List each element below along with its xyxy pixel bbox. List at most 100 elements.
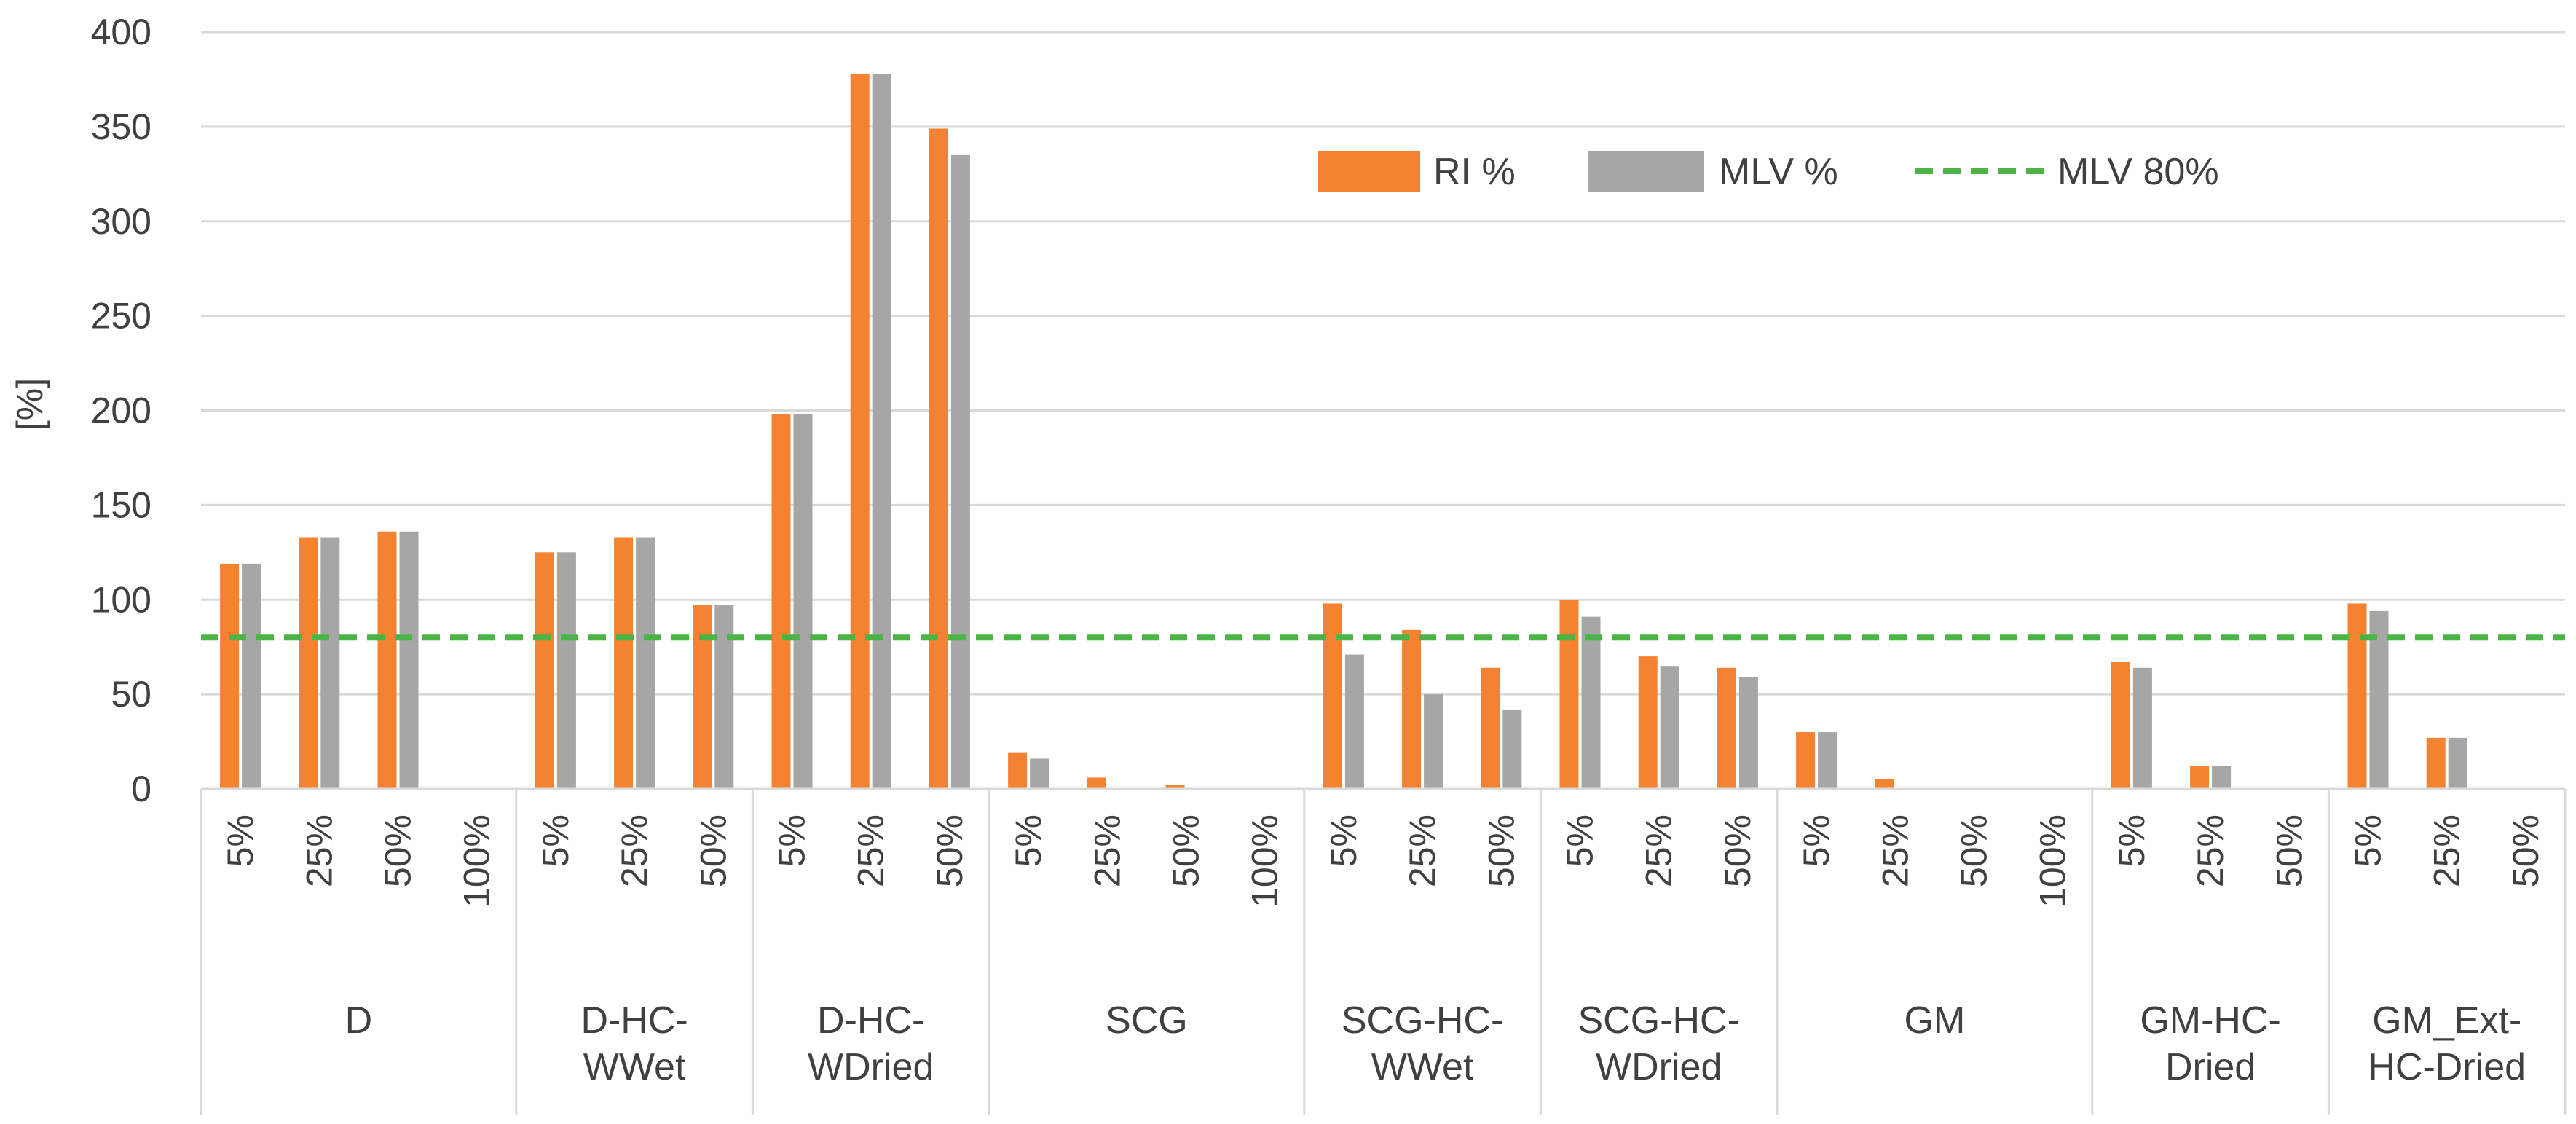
x-category-labels: 5% 25% 50% 100% 5% 25% 50% 5% 25% 50% 5% 25% 50% 100%… bbox=[220, 814, 2546, 908]
x-tick-label: 25% bbox=[299, 814, 339, 887]
x-group-label: D-HC- bbox=[817, 999, 924, 1042]
y-tick-label: 150 bbox=[91, 484, 151, 525]
y-tick-label: 100 bbox=[91, 579, 151, 620]
x-tick-label: 5% bbox=[1560, 814, 1601, 867]
x-group-label: HC-Dried bbox=[2368, 1046, 2526, 1088]
bar-ri bbox=[693, 605, 712, 789]
x-tick-label: 5% bbox=[1796, 814, 1837, 867]
legend-label-mlv80: MLV 80% bbox=[2057, 151, 2219, 193]
bar-mlv bbox=[636, 537, 655, 789]
x-tick-label: 50% bbox=[1717, 814, 1758, 887]
legend-swatch-ri bbox=[1318, 151, 1420, 192]
x-tick-label: 100% bbox=[1245, 814, 1285, 908]
x-group-label: WDried bbox=[1596, 1046, 1722, 1088]
x-tick-label: 5% bbox=[772, 814, 813, 867]
bar-ri bbox=[850, 74, 870, 789]
x-tick-label: 50% bbox=[2269, 814, 2309, 887]
x-tick-label: 100% bbox=[457, 814, 497, 908]
bar-mlv bbox=[1030, 758, 1049, 789]
bar-mlv bbox=[1424, 694, 1443, 789]
bar-mlv bbox=[2448, 737, 2467, 789]
bar-ri bbox=[299, 537, 318, 789]
y-tick-label: 200 bbox=[91, 390, 151, 431]
bar-mlv bbox=[1502, 709, 1522, 789]
x-group-label: SCG bbox=[1106, 999, 1188, 1042]
bar-ri bbox=[377, 531, 397, 789]
x-tick-label: 25% bbox=[2190, 814, 2231, 887]
y-tick-label: 300 bbox=[91, 201, 151, 242]
bar-mlv bbox=[1660, 666, 1679, 789]
x-group-label: D-HC- bbox=[580, 999, 688, 1042]
bar-ri bbox=[1559, 600, 1579, 789]
y-tick-label: 400 bbox=[91, 12, 151, 52]
x-tick-label: 5% bbox=[1008, 814, 1049, 867]
x-group-label: D bbox=[345, 999, 373, 1042]
y-axis-label: [%] bbox=[9, 378, 50, 431]
bar-ri bbox=[1481, 667, 1500, 789]
x-tick-label: 50% bbox=[1166, 814, 1207, 887]
bar-ri bbox=[1165, 785, 1185, 789]
bar-ri bbox=[614, 537, 634, 789]
bar-ri bbox=[771, 414, 791, 789]
x-tick-label: 5% bbox=[220, 814, 261, 867]
bar-ri bbox=[1008, 752, 1028, 789]
bar-ri bbox=[2111, 661, 2130, 789]
x-tick-label: 25% bbox=[1402, 814, 1443, 887]
grid-lines bbox=[201, 31, 2565, 696]
y-tick-label: 50 bbox=[111, 674, 151, 715]
x-tick-label: 25% bbox=[2427, 814, 2467, 887]
x-tick-label: 50% bbox=[2505, 814, 2546, 887]
y-tick-label: 350 bbox=[91, 106, 151, 147]
bar-mlv bbox=[1581, 616, 1601, 789]
bar-ri bbox=[1638, 656, 1658, 789]
bar-ri bbox=[2426, 737, 2446, 789]
bar-mlv bbox=[2369, 610, 2389, 789]
bar-mlv bbox=[950, 154, 970, 789]
x-tick-label: 25% bbox=[614, 814, 655, 887]
axes bbox=[200, 787, 2567, 1115]
x-group-label: WWet bbox=[583, 1046, 686, 1088]
x-group-label: SCG-HC- bbox=[1577, 999, 1739, 1042]
bar-mlv bbox=[1818, 732, 1838, 789]
x-tick-label: 25% bbox=[1875, 814, 1915, 887]
bar-ri bbox=[1087, 777, 1106, 789]
y-tick-labels: 0 50 100 150 200 250 300 350 400 bbox=[91, 12, 151, 809]
bar-ri bbox=[1402, 629, 1422, 789]
bar-mlv bbox=[320, 537, 340, 789]
y-tick-label: 250 bbox=[91, 296, 151, 337]
x-tick-label: 50% bbox=[693, 814, 733, 887]
x-tick-label: 50% bbox=[1954, 814, 1995, 887]
bar-ri bbox=[1717, 667, 1736, 789]
legend-label-ri: RI % bbox=[1433, 151, 1516, 193]
bar-mlv bbox=[556, 552, 576, 789]
bar-mlv bbox=[1738, 677, 1758, 789]
x-tick-label: 25% bbox=[1087, 814, 1127, 887]
x-group-label: GM_Ext- bbox=[2372, 999, 2521, 1042]
x-tick-label: 50% bbox=[929, 814, 970, 887]
bars bbox=[220, 74, 2467, 789]
x-tick-label: 5% bbox=[1323, 814, 1364, 867]
bar-mlv bbox=[242, 563, 261, 789]
legend: RI % MLV % MLV 80% bbox=[1318, 151, 2219, 193]
bar-mlv bbox=[2132, 667, 2152, 789]
bar-mlv bbox=[872, 74, 891, 789]
x-tick-label: 5% bbox=[535, 814, 576, 867]
bar-ri bbox=[1796, 732, 1816, 789]
bar-ri bbox=[1875, 779, 1894, 789]
bar-mlv bbox=[2212, 766, 2232, 789]
x-group-label: GM bbox=[1905, 999, 1966, 1042]
bar-mlv bbox=[1344, 654, 1364, 789]
x-tick-label: 25% bbox=[1639, 814, 1679, 887]
bar-ri bbox=[535, 552, 554, 789]
bar-mlv bbox=[399, 531, 419, 789]
x-group-label: WWet bbox=[1371, 1046, 1474, 1088]
bar-ri bbox=[2347, 603, 2367, 789]
x-tick-label: 5% bbox=[2111, 814, 2152, 867]
x-tick-label: 50% bbox=[1481, 814, 1521, 887]
bar-mlv bbox=[793, 414, 813, 789]
bar-mlv bbox=[714, 605, 734, 789]
legend-label-mlv: MLV % bbox=[1719, 151, 1838, 193]
legend-swatch-mlv bbox=[1588, 151, 1704, 192]
